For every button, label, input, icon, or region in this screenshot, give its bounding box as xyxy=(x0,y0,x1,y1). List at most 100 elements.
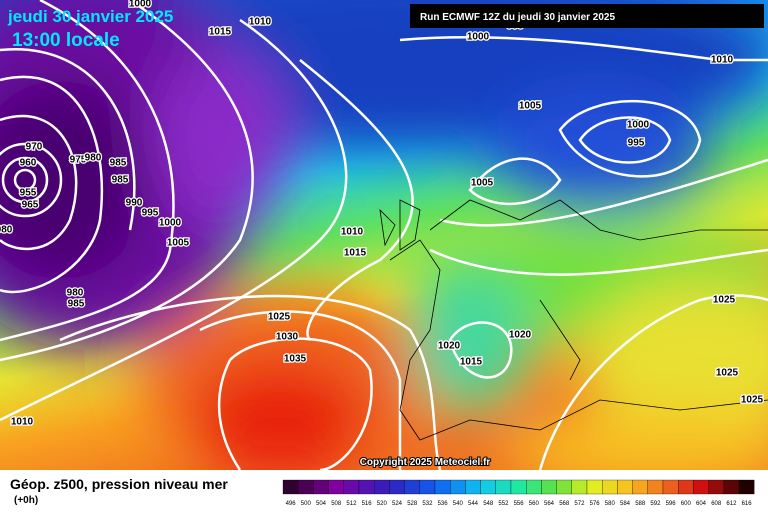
scale-swatch xyxy=(495,479,512,495)
scale-label: 560 xyxy=(529,501,540,507)
coastlines xyxy=(379,199,768,441)
scale-label: 548 xyxy=(483,501,494,507)
scale-swatch xyxy=(358,479,375,495)
scale-swatch xyxy=(389,479,405,495)
scale-swatch xyxy=(282,479,299,495)
scale-swatch xyxy=(647,479,664,495)
isobars xyxy=(0,0,768,470)
isobar-label: 980 xyxy=(67,288,84,299)
scale-label: 532 xyxy=(422,501,433,507)
scale-swatch xyxy=(708,479,724,495)
scale-swatch xyxy=(556,479,572,495)
scale-swatch xyxy=(434,479,451,495)
scale-swatch xyxy=(662,479,679,495)
scale-label: 564 xyxy=(544,501,555,507)
isobar-label: 1000 xyxy=(159,218,182,229)
color-scale: 496 500 504 508 512 516 520 524 528 532 536 540 544 5… xyxy=(282,479,755,507)
scale-label: 600 xyxy=(681,501,692,507)
scale-label: 604 xyxy=(696,501,707,507)
isobar-label: 975 xyxy=(70,155,87,166)
scale-swatch xyxy=(480,479,496,495)
isobar-label: 1035 xyxy=(284,354,307,365)
scale-swatch xyxy=(541,479,557,495)
scale-swatch xyxy=(374,479,390,495)
isobar-label: 1030 xyxy=(276,332,299,343)
scale-label: 544 xyxy=(468,501,479,507)
scale-swatch xyxy=(526,479,542,495)
scale-label: 496 xyxy=(286,501,297,507)
isobar-label: 1000 xyxy=(467,32,490,43)
scale-label: 524 xyxy=(392,501,403,507)
scale-swatch xyxy=(723,479,740,495)
isobar-label: 1010 xyxy=(249,17,272,28)
scale-label: 536 xyxy=(438,501,449,507)
isobar-label: 1015 xyxy=(460,357,483,368)
isobar-label: 1025 xyxy=(268,312,291,323)
scale-label: 540 xyxy=(453,501,464,507)
isobar-label: 995 xyxy=(628,138,645,149)
scale-swatch xyxy=(586,479,603,495)
isobar-label: 1015 xyxy=(209,27,232,38)
isobar-label: 1010 xyxy=(11,417,34,428)
scale-swatch xyxy=(510,479,527,495)
scale-label: 608 xyxy=(711,501,722,507)
scale-swatch xyxy=(465,479,481,495)
isobar-label: 1005 xyxy=(167,238,190,249)
isobar-label: 1000 xyxy=(129,0,152,10)
isobar-label: 1005 xyxy=(519,101,542,112)
isobar-label: 1000 xyxy=(627,120,650,131)
scale-swatch xyxy=(343,479,360,495)
isobar-label: 1025 xyxy=(716,368,739,379)
scale-swatch xyxy=(693,479,709,495)
scale-label: 556 xyxy=(514,501,525,507)
scale-swatch xyxy=(678,479,694,495)
isobar-label: 980 xyxy=(0,225,13,236)
footer-title: Géop. z500, pression niveau mer xyxy=(10,476,228,492)
run-info: Run ECMWF 12Z du jeudi 30 janvier 2025 xyxy=(420,12,615,23)
scale-swatch xyxy=(298,479,314,495)
copyright: Copyright 2025 Meteociel.fr xyxy=(360,457,491,468)
scale-label: 552 xyxy=(498,501,509,507)
scale-swatch xyxy=(571,479,588,495)
footer-step: (+0h) xyxy=(14,495,38,506)
isobar-label: 995 xyxy=(142,208,159,219)
scale-swatch xyxy=(602,479,618,495)
field: 1000100510101015995100010101005100099510… xyxy=(0,0,768,470)
isobar-label: 1005 xyxy=(519,101,542,112)
scale-swatch xyxy=(404,479,420,495)
isobar-label: 965 xyxy=(22,200,39,211)
scale-swatch xyxy=(328,479,344,495)
scale-label: 568 xyxy=(559,501,570,507)
isobar-label: 1025 xyxy=(741,395,764,406)
scale-label: 572 xyxy=(574,501,585,507)
scale-label: 612 xyxy=(726,501,737,507)
isobar-label: 980 xyxy=(85,153,102,164)
scale-swatch xyxy=(738,479,755,495)
isobar-label: 1020 xyxy=(509,330,532,341)
isobar-label: 1010 xyxy=(711,55,734,66)
scale-label: 528 xyxy=(407,501,418,507)
scale-label: 520 xyxy=(377,501,388,507)
scale-swatch xyxy=(632,479,648,495)
scale-swatch xyxy=(617,479,633,495)
scale-label: 580 xyxy=(605,501,616,507)
isobar-label: 1015 xyxy=(344,248,367,259)
scale-label: 500 xyxy=(301,501,312,507)
scale-label: 508 xyxy=(331,501,342,507)
isobar-label: 985 xyxy=(110,158,127,169)
isobar-label: 1025 xyxy=(713,295,736,306)
date: jeudi 30 janvier 2025 xyxy=(7,7,173,26)
run-box xyxy=(410,4,764,28)
isobar-label: 985 xyxy=(112,175,129,186)
scale-swatch xyxy=(313,479,329,495)
isobar-label: 955 xyxy=(20,188,37,199)
scale-swatch xyxy=(419,479,436,495)
isobar-label: 985 xyxy=(68,299,85,310)
scale-label: 512 xyxy=(346,501,357,507)
scale-label: 596 xyxy=(666,501,677,507)
time: 13:00 locale xyxy=(12,30,120,51)
isobar-label: 1005 xyxy=(471,178,494,189)
scale-swatch xyxy=(450,479,466,495)
